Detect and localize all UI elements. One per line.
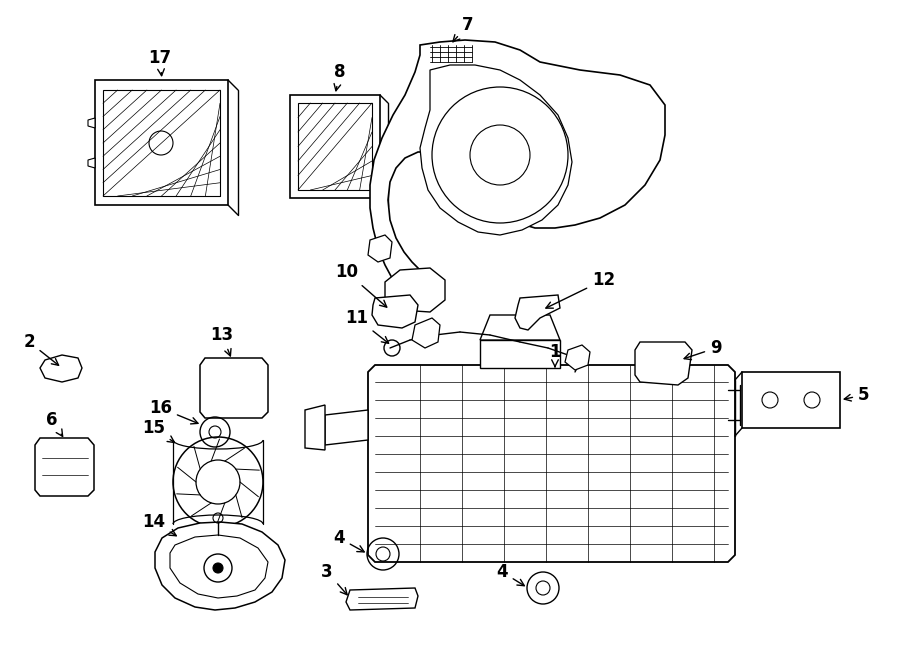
Text: 17: 17 bbox=[148, 49, 172, 76]
Text: 16: 16 bbox=[149, 399, 198, 424]
Polygon shape bbox=[35, 438, 94, 496]
Polygon shape bbox=[742, 372, 840, 428]
Polygon shape bbox=[88, 118, 95, 128]
Polygon shape bbox=[200, 358, 268, 418]
Polygon shape bbox=[368, 235, 392, 262]
Polygon shape bbox=[370, 40, 665, 295]
Polygon shape bbox=[372, 295, 418, 328]
Polygon shape bbox=[40, 355, 82, 382]
Text: 4: 4 bbox=[497, 563, 525, 586]
Text: 15: 15 bbox=[142, 419, 175, 442]
Polygon shape bbox=[305, 405, 325, 450]
Polygon shape bbox=[298, 103, 372, 190]
Polygon shape bbox=[155, 522, 285, 610]
Text: 1: 1 bbox=[549, 343, 561, 367]
Polygon shape bbox=[420, 65, 572, 235]
Polygon shape bbox=[290, 95, 380, 198]
Text: 6: 6 bbox=[46, 411, 63, 436]
Text: 7: 7 bbox=[453, 16, 473, 42]
Text: 2: 2 bbox=[23, 333, 59, 366]
Polygon shape bbox=[325, 410, 368, 445]
Text: 5: 5 bbox=[844, 386, 869, 404]
Text: 10: 10 bbox=[335, 263, 387, 307]
Polygon shape bbox=[515, 295, 560, 330]
Text: 14: 14 bbox=[142, 513, 176, 536]
Polygon shape bbox=[170, 535, 268, 598]
Text: 12: 12 bbox=[546, 271, 615, 308]
Text: 11: 11 bbox=[345, 309, 389, 343]
Polygon shape bbox=[346, 588, 418, 610]
Text: 4: 4 bbox=[333, 529, 364, 552]
Polygon shape bbox=[480, 315, 560, 340]
Polygon shape bbox=[103, 90, 220, 196]
Polygon shape bbox=[368, 365, 735, 562]
Polygon shape bbox=[480, 340, 560, 368]
Text: 9: 9 bbox=[684, 339, 722, 360]
Circle shape bbox=[213, 563, 223, 573]
Text: 3: 3 bbox=[321, 563, 347, 595]
Polygon shape bbox=[88, 158, 95, 168]
Polygon shape bbox=[385, 268, 445, 312]
Text: 13: 13 bbox=[211, 326, 234, 356]
Polygon shape bbox=[95, 80, 228, 205]
Polygon shape bbox=[565, 345, 590, 370]
Polygon shape bbox=[635, 342, 692, 385]
Text: 8: 8 bbox=[334, 63, 346, 91]
Polygon shape bbox=[412, 318, 440, 348]
